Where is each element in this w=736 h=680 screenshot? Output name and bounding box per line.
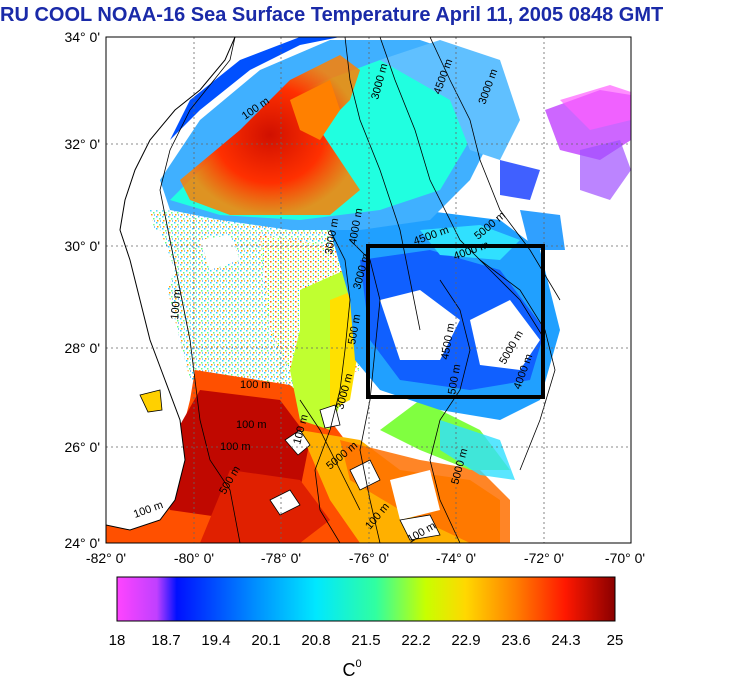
lon-tick-label: -74° 0' [436, 550, 476, 566]
contour-label: 100 m [236, 419, 267, 431]
bathymetry-contours [159, 37, 561, 543]
lat-tick-label: 28° 0' [64, 340, 100, 356]
colorbar-labels: 18 18.7 19.4 20.1 20.8 21.5 22.2 22.9 23… [109, 632, 624, 649]
contour-label: 500 m [346, 313, 363, 345]
colorbar-label: 19.4 [201, 632, 230, 649]
colorbar-label: 22.9 [451, 632, 480, 649]
lon-tick-label: -82° 0' [86, 550, 126, 566]
colorbar-label: 24.3 [551, 632, 580, 649]
lon-tick-label: -70° 0' [605, 550, 645, 566]
lon-tick-label: -76° 0' [349, 550, 389, 566]
contour-label: 100 m [240, 379, 271, 391]
colorbar-label: 25 [607, 632, 624, 649]
colorbar-label: 23.6 [501, 632, 530, 649]
colorbar: 18 18.7 19.4 20.1 20.8 21.5 22.2 22.9 23… [109, 576, 624, 680]
contour-label: 100 m [169, 289, 184, 321]
colorbar-label: 18.7 [151, 632, 180, 649]
colorbar-label: 20.1 [251, 632, 280, 649]
contour-label: 100 m [220, 441, 251, 453]
lat-tick-label: 24° 0' [64, 535, 100, 551]
study-area-box [366, 244, 545, 399]
lat-tick-label: 26° 0' [64, 439, 100, 455]
colorbar-label: 18 [109, 632, 126, 649]
lat-tick-label: 30° 0' [64, 238, 100, 254]
longitude-ticks: -82° 0' -80° 0' -78° 0' -76° 0' -74° 0' … [86, 550, 645, 566]
latitude-ticks: 34° 0' 32° 0' 30° 0' 28° 0' 26° 0' 24° 0… [64, 29, 100, 551]
colorbar-label: 22.2 [401, 632, 430, 649]
contour-label: 500 m [446, 363, 463, 395]
colorbar-gradient [116, 576, 616, 622]
colorbar-unit: C0 [342, 658, 361, 680]
colorbar-label: 20.8 [301, 632, 330, 649]
lat-tick-label: 32° 0' [64, 136, 100, 152]
lon-tick-label: -78° 0' [261, 550, 301, 566]
map-title: RU COOL NOAA-16 Sea Surface Temperature … [0, 4, 664, 26]
lon-tick-label: -72° 0' [524, 550, 564, 566]
colorbar-label: 21.5 [351, 632, 380, 649]
graticule [106, 37, 631, 543]
lon-tick-label: -80° 0' [174, 550, 214, 566]
lat-tick-label: 34° 0' [64, 29, 100, 45]
